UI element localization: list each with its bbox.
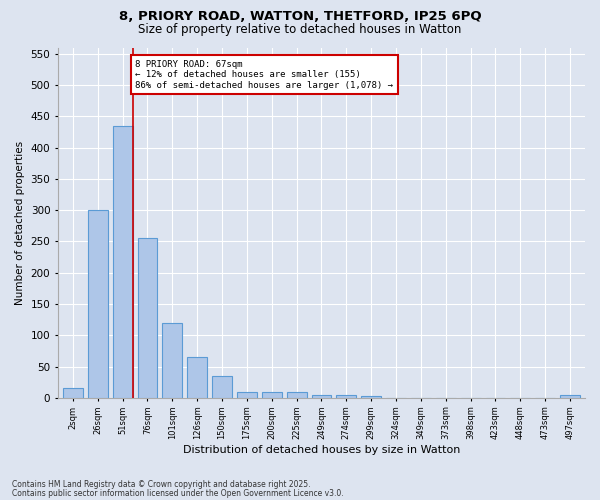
Text: Contains public sector information licensed under the Open Government Licence v3: Contains public sector information licen… xyxy=(12,488,344,498)
Bar xyxy=(287,392,307,398)
Bar xyxy=(560,394,580,398)
Bar xyxy=(212,376,232,398)
Bar xyxy=(311,394,331,398)
Text: Contains HM Land Registry data © Crown copyright and database right 2025.: Contains HM Land Registry data © Crown c… xyxy=(12,480,311,489)
Y-axis label: Number of detached properties: Number of detached properties xyxy=(15,140,25,304)
Text: Size of property relative to detached houses in Watton: Size of property relative to detached ho… xyxy=(139,22,461,36)
X-axis label: Distribution of detached houses by size in Watton: Distribution of detached houses by size … xyxy=(183,445,460,455)
Text: 8, PRIORY ROAD, WATTON, THETFORD, IP25 6PQ: 8, PRIORY ROAD, WATTON, THETFORD, IP25 6… xyxy=(119,10,481,23)
Bar xyxy=(187,357,207,398)
Bar xyxy=(113,126,133,398)
Bar xyxy=(137,238,157,398)
Bar xyxy=(63,388,83,398)
Bar xyxy=(163,322,182,398)
Bar xyxy=(237,392,257,398)
Bar xyxy=(88,210,107,398)
Bar xyxy=(262,392,281,398)
Bar xyxy=(361,396,381,398)
Text: 8 PRIORY ROAD: 67sqm
← 12% of detached houses are smaller (155)
86% of semi-deta: 8 PRIORY ROAD: 67sqm ← 12% of detached h… xyxy=(135,60,393,90)
Bar xyxy=(337,394,356,398)
